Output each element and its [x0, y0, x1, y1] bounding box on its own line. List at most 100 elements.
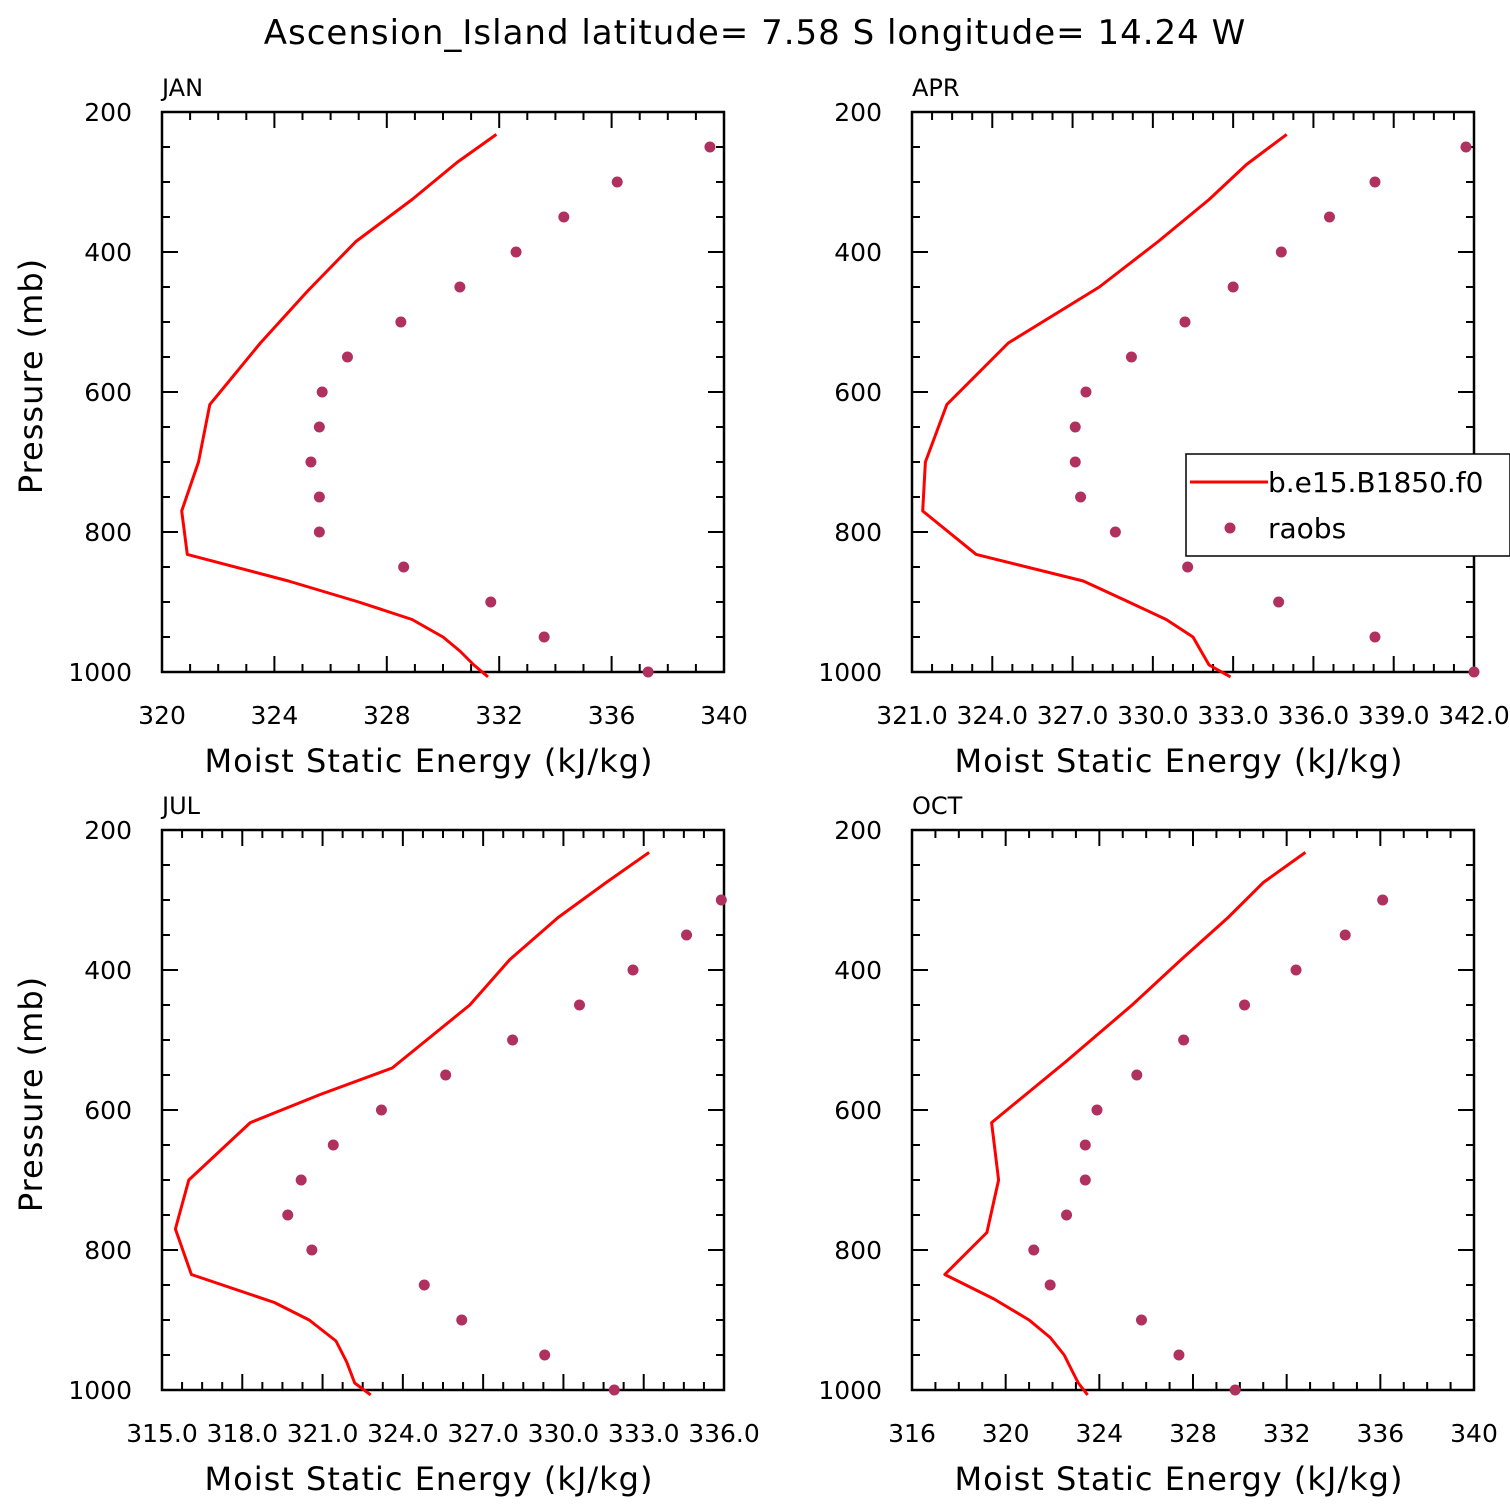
raobs-point-jul	[375, 1104, 387, 1116]
raobs-point-jan	[313, 421, 325, 433]
y-tick-label-apr: 600	[834, 378, 882, 407]
y-tick-label-apr: 200	[834, 98, 882, 127]
x-tick-label-jul: 321.0	[287, 1419, 359, 1448]
raobs-point-oct	[1229, 1384, 1241, 1396]
raobs-point-jul	[573, 999, 585, 1011]
raobs-point-jul	[418, 1279, 430, 1291]
raobs-point-jan	[704, 141, 716, 153]
raobs-point-jul	[306, 1244, 318, 1256]
raobs-point-apr	[1273, 596, 1285, 608]
raobs-point-jan	[454, 281, 466, 293]
raobs-point-jan	[558, 211, 570, 223]
panels: JAN 320 324 328 332 336 340 200 400 600 800 1000 Moi…	[12, 74, 1510, 1498]
raobs-point-oct	[1028, 1244, 1040, 1256]
x-tick-label-jul: 318.0	[206, 1419, 278, 1448]
raobs-point-oct	[1178, 1034, 1190, 1046]
model-line-jul	[173, 851, 650, 1397]
raobs-point-jan	[485, 596, 497, 608]
y-axis-label-jan: Pressure (mb)	[12, 258, 50, 494]
raobs-point-apr	[1227, 281, 1239, 293]
y-tick-label-jul: 600	[84, 1096, 132, 1125]
figure-title: Ascension_Island latitude= 7.58 S longit…	[264, 13, 1247, 53]
raobs-point-jul	[627, 964, 639, 976]
legend-box	[1185, 453, 1510, 557]
y-tick-label-oct: 600	[834, 1096, 882, 1125]
plot-frame-jul	[160, 828, 726, 1392]
raobs-point-jul	[507, 1034, 519, 1046]
x-tick-label-oct: 340	[1450, 1419, 1498, 1448]
x-tick-label-jan: 336	[588, 701, 636, 730]
panel-jan: JAN 320 324 328 332 336 340 200 400 600 800 1000 Moi…	[12, 74, 748, 780]
plot-frame-oct	[910, 828, 1476, 1392]
raobs-point-oct	[1079, 1139, 1091, 1151]
raobs-point-apr	[1109, 526, 1121, 538]
y-tick-label-apr: 1000	[818, 658, 882, 687]
y-tick-label-jan: 200	[84, 98, 132, 127]
y-tick-label-oct: 1000	[818, 1376, 882, 1405]
raobs-point-apr	[1369, 631, 1381, 643]
y-tick-label-jul: 400	[84, 956, 132, 985]
x-tick-label-oct: 324	[1075, 1419, 1123, 1448]
raobs-point-jul	[681, 929, 693, 941]
raobs-point-apr	[1275, 246, 1287, 258]
panel-label-jan: JAN	[160, 74, 203, 102]
raobs-point-oct	[1044, 1279, 1056, 1291]
panel-jul: JUL 315.0 318.0 321.0 324.0 327.0 330.0 333.0 33…	[12, 792, 760, 1498]
raobs-point-apr	[1080, 386, 1092, 398]
raobs-point-jul	[456, 1314, 468, 1326]
raobs-point-jan	[313, 491, 325, 503]
raobs-point-oct	[1131, 1069, 1143, 1081]
legend-model-label: b.e15.B1850.f0	[1268, 466, 1483, 499]
x-tick-label-apr: 330.0	[1117, 701, 1189, 730]
raobs-point-jan	[313, 526, 325, 538]
raobs-point-jan	[305, 456, 317, 468]
panel-label-apr: APR	[912, 74, 960, 102]
raobs-point-jan	[642, 666, 654, 678]
raobs-point-apr	[1182, 561, 1194, 573]
raobs-point-oct	[1239, 999, 1251, 1011]
x-tick-label-oct: 332	[1263, 1419, 1311, 1448]
x-tick-label-apr: 342.0	[1438, 701, 1510, 730]
x-tick-label-oct: 328	[1169, 1419, 1217, 1448]
raobs-point-jan	[611, 176, 623, 188]
panel-label-jul: JUL	[160, 792, 201, 820]
raobs-point-jul	[608, 1384, 620, 1396]
legend-obs-label: raobs	[1268, 512, 1346, 545]
plot-frame-jan	[160, 110, 726, 674]
y-tick-label-jul: 200	[84, 816, 132, 845]
panel-apr: APR 321.0 324.0 327.0 330.0 333.0 336.0 339.0 34…	[818, 74, 1509, 780]
raobs-point-jan	[510, 246, 522, 258]
x-tick-label-jan: 320	[138, 701, 186, 730]
y-tick-label-jul: 800	[84, 1236, 132, 1265]
raobs-point-oct	[1079, 1174, 1091, 1186]
x-tick-label-apr: 333.0	[1197, 701, 1269, 730]
raobs-point-oct	[1135, 1314, 1147, 1326]
y-tick-label-oct: 200	[834, 816, 882, 845]
raobs-point-jul	[282, 1209, 294, 1221]
x-tick-label-oct: 320	[982, 1419, 1030, 1448]
raobs-point-jan	[341, 351, 353, 363]
y-axis-label-jul: Pressure (mb)	[12, 976, 50, 1212]
raobs-point-jul	[295, 1174, 307, 1186]
y-tick-label-apr: 800	[834, 518, 882, 547]
x-tick-label-apr: 336.0	[1278, 701, 1350, 730]
raobs-point-apr	[1069, 421, 1081, 433]
legend-obs-swatch	[1224, 522, 1236, 534]
raobs-point-apr	[1075, 491, 1087, 503]
model-line-oct	[943, 851, 1307, 1396]
raobs-point-apr	[1369, 176, 1381, 188]
x-axis-label-oct: Moist Static Energy (kJ/kg)	[955, 1460, 1404, 1498]
y-tick-label-jan: 800	[84, 518, 132, 547]
x-tick-label-jul: 336.0	[688, 1419, 760, 1448]
raobs-point-jan	[538, 631, 550, 643]
x-tick-label-oct: 316	[888, 1419, 936, 1448]
legend: b.e15.B1850.f0 raobs	[1185, 453, 1510, 557]
x-tick-label-jul: 330.0	[528, 1419, 600, 1448]
raobs-point-jan	[395, 316, 407, 328]
raobs-point-apr	[1125, 351, 1137, 363]
raobs-point-jul	[440, 1069, 452, 1081]
y-tick-label-oct: 800	[834, 1236, 882, 1265]
raobs-point-apr	[1468, 666, 1480, 678]
x-axis-label-apr: Moist Static Energy (kJ/kg)	[955, 742, 1404, 780]
